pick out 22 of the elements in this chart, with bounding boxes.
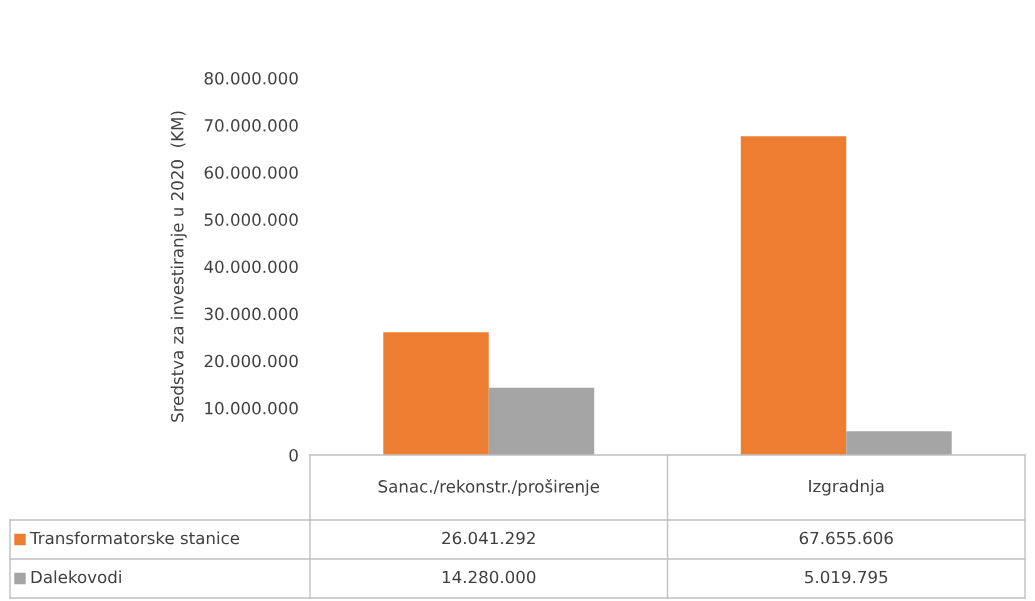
y-tick-label: 40.000.000 — [204, 260, 298, 274]
data-label: 5.019.795 — [805, 570, 888, 584]
y-tick-label: 60.000.000 — [204, 166, 298, 179]
bar — [488, 387, 595, 455]
bar — [846, 431, 952, 455]
y-tick-label: 10.000.000 — [205, 401, 298, 415]
x-tick-label: Izgradnja — [809, 479, 884, 496]
y-tick-label: 80.000.000 — [204, 71, 298, 85]
y-tick-label: 30.000.000 — [204, 307, 298, 321]
y-tick-label: 50.000.000 — [204, 213, 298, 226]
y-tick-label: 70.000.000 — [204, 119, 298, 132]
x-tick-label: Sanac./rekonstr./proširenje — [378, 479, 600, 496]
y-tick-label: 20.000.000 — [204, 354, 298, 368]
data-label: 26.041.292 — [442, 531, 535, 545]
legend-label: Dalekovodi — [31, 570, 121, 584]
bar — [383, 332, 489, 455]
data-label: 67.655.606 — [799, 531, 893, 545]
bar — [740, 136, 847, 455]
y-tick-label: 0 — [289, 448, 298, 462]
y-axis-title: Sredstva za investiranje u 2020 (KM) — [170, 111, 187, 422]
data-label: 14.280.000 — [442, 570, 536, 584]
legend-label: Transformatorske stanice — [29, 531, 240, 545]
